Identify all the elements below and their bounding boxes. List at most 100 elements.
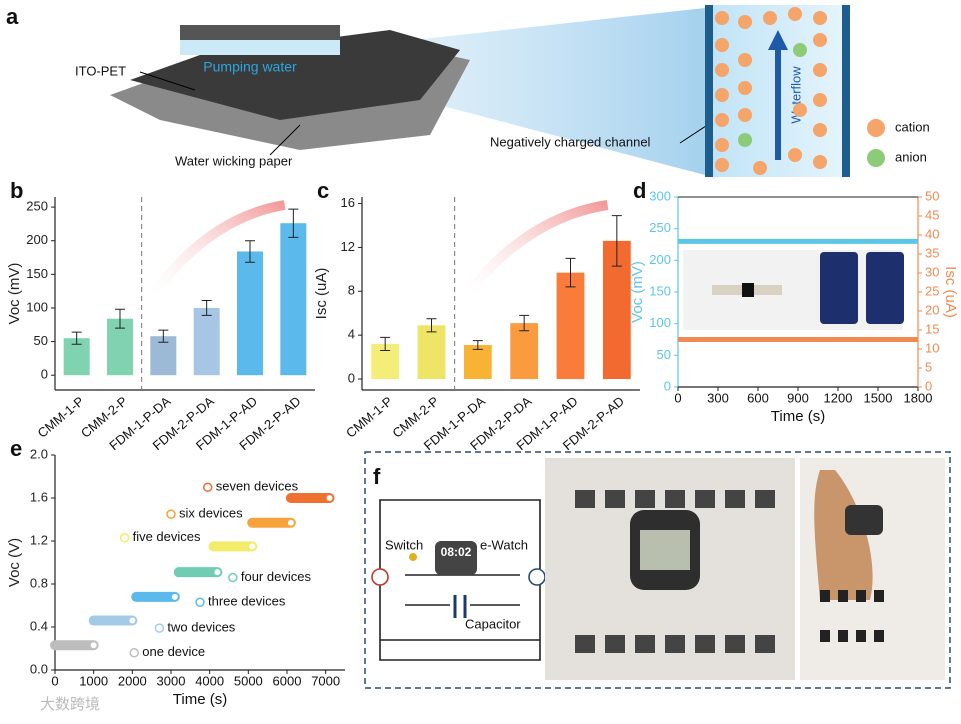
y-tick-label: 100 bbox=[26, 299, 48, 314]
error-bar bbox=[472, 340, 483, 350]
arm-photo bbox=[814, 470, 873, 600]
segment-end bbox=[129, 617, 136, 624]
pad bbox=[874, 630, 884, 642]
y2-tick-label: 50 bbox=[925, 188, 939, 203]
panel-frame bbox=[364, 451, 951, 689]
y-tick-label: 250 bbox=[649, 220, 671, 235]
ion bbox=[813, 33, 827, 47]
trend-arrow bbox=[150, 200, 286, 296]
y2-axis-label: Isc (uA) bbox=[942, 266, 959, 318]
segment-end bbox=[249, 543, 256, 550]
y-tick-label: 2.0 bbox=[30, 446, 48, 461]
y2-tick-label: 0 bbox=[925, 378, 932, 393]
segment-end bbox=[287, 519, 294, 526]
annotation: e-Watch bbox=[480, 537, 528, 552]
annotation: Negatively charged channel bbox=[490, 134, 651, 149]
legend-marker bbox=[228, 572, 238, 583]
y-tick-label: 0.0 bbox=[30, 661, 48, 676]
panel-label: c bbox=[317, 178, 329, 203]
x-tick-label: 0 bbox=[674, 390, 681, 405]
y-tick-label: 100 bbox=[649, 315, 671, 330]
error-bar bbox=[158, 329, 169, 343]
error-bar bbox=[71, 331, 82, 345]
pad bbox=[575, 490, 595, 508]
pad bbox=[695, 490, 715, 508]
ion bbox=[738, 15, 752, 29]
bar bbox=[463, 345, 492, 380]
y2-tick-label: 35 bbox=[925, 245, 939, 260]
flow-arrow-head bbox=[768, 30, 788, 50]
ion bbox=[738, 53, 752, 67]
y-tick-label: 16 bbox=[341, 195, 355, 210]
cation-icon bbox=[867, 119, 885, 137]
y-tick-label: 200 bbox=[26, 232, 48, 247]
ion bbox=[763, 11, 777, 25]
error-bar bbox=[611, 215, 622, 267]
legend-text: cation bbox=[895, 119, 930, 134]
y2-tick-label: 20 bbox=[925, 302, 939, 317]
ion bbox=[715, 63, 729, 77]
legend-marker bbox=[154, 623, 165, 633]
x-tick-label: 1800 bbox=[904, 390, 933, 405]
y-tick-label: 8 bbox=[348, 283, 355, 298]
ion bbox=[753, 161, 767, 175]
y2-tick-label: 40 bbox=[925, 226, 939, 241]
y2-tick-label: 15 bbox=[925, 321, 939, 336]
channel-wall bbox=[705, 5, 713, 177]
segment-end bbox=[214, 569, 221, 576]
y2-tick-label: 30 bbox=[925, 264, 939, 279]
x-tick-label: 900 bbox=[787, 390, 809, 405]
series-label: seven devices bbox=[216, 479, 299, 494]
ion bbox=[793, 43, 807, 57]
x-tick-label: 1200 bbox=[824, 390, 853, 405]
bar bbox=[417, 325, 446, 380]
error-bar bbox=[380, 336, 391, 352]
ion bbox=[738, 133, 752, 147]
error-bar bbox=[115, 308, 125, 329]
legend-marker bbox=[166, 509, 176, 519]
series-label: one device bbox=[142, 644, 205, 659]
y-tick-label: 4 bbox=[348, 327, 355, 342]
x-axis-label: Time (s) bbox=[771, 408, 825, 425]
error-bar bbox=[519, 314, 530, 332]
ion bbox=[738, 81, 752, 95]
pad bbox=[725, 635, 745, 653]
ion bbox=[813, 63, 827, 77]
x-tick-label: CMM-1-P bbox=[35, 393, 87, 440]
y-axis-label: Voc (V) bbox=[6, 538, 23, 587]
pad bbox=[820, 630, 830, 642]
panel-a: a Pumping water ITO-PET Water wicking pa… bbox=[6, 4, 930, 177]
y2-tick-label: 45 bbox=[925, 207, 939, 222]
leader bbox=[269, 124, 301, 156]
y-tick-label: 50 bbox=[657, 347, 671, 362]
ion bbox=[813, 93, 827, 107]
x-tick-label: 300 bbox=[707, 390, 729, 405]
panel-label: e bbox=[10, 436, 22, 461]
series-label: three devices bbox=[208, 594, 286, 609]
terminal bbox=[528, 568, 546, 586]
y2-tick-label: 25 bbox=[925, 283, 939, 298]
bar bbox=[237, 251, 263, 376]
anion-icon bbox=[867, 149, 885, 167]
x-axis-label: Time (s) bbox=[173, 691, 227, 708]
x-tick-label: 1500 bbox=[864, 390, 893, 405]
ion bbox=[715, 113, 729, 127]
y-tick-label: 1.6 bbox=[30, 489, 48, 504]
ito-layer bbox=[130, 30, 460, 120]
panel-label: a bbox=[6, 4, 19, 29]
pad bbox=[695, 635, 715, 653]
pad bbox=[635, 490, 655, 508]
series-label: two devices bbox=[167, 620, 235, 635]
pad bbox=[635, 635, 655, 653]
pad bbox=[838, 590, 848, 602]
y2-tick-label: 10 bbox=[925, 340, 939, 355]
pad bbox=[856, 630, 866, 642]
error-bar bbox=[288, 208, 299, 238]
legend-marker bbox=[202, 482, 213, 492]
multimeter bbox=[820, 252, 858, 324]
x-tick-label: 6000 bbox=[273, 673, 302, 688]
error-bar bbox=[565, 257, 576, 288]
legend-marker bbox=[195, 597, 205, 608]
pad bbox=[755, 490, 775, 508]
switch-dot bbox=[409, 553, 417, 561]
